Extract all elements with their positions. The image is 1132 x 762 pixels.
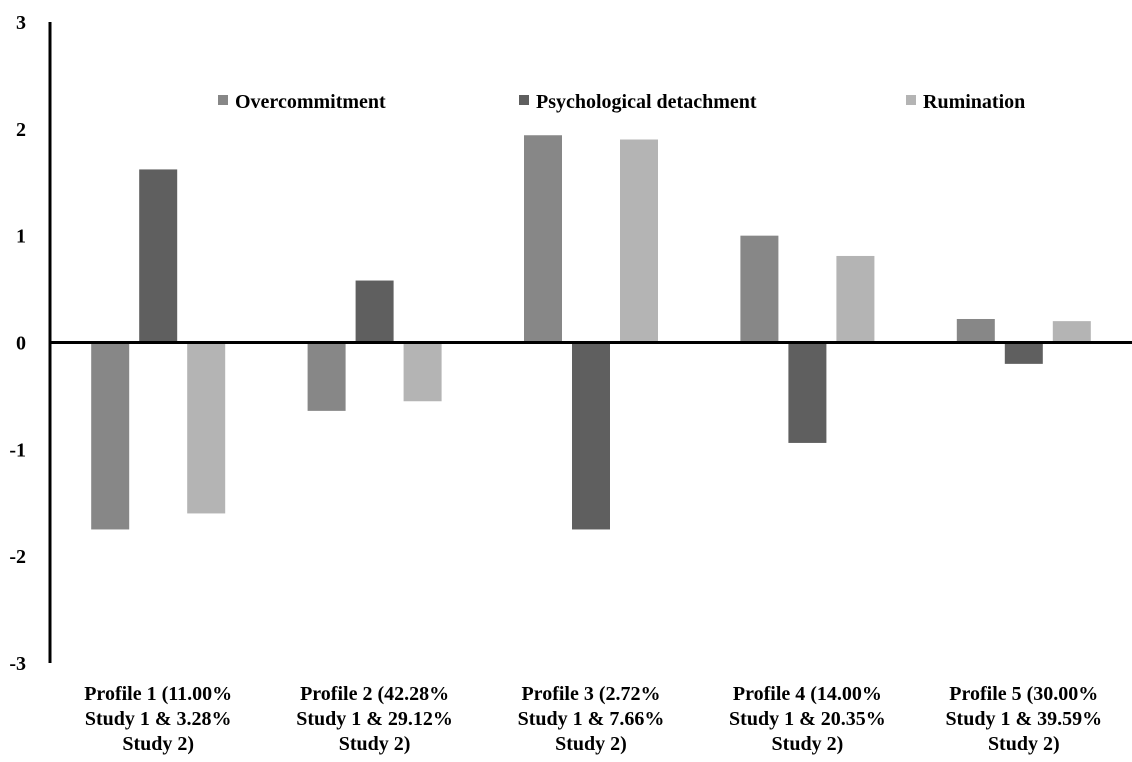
bars: [91, 135, 1091, 530]
y-tick-label: 0: [16, 333, 26, 355]
x-tick-label-line: Study 2): [339, 733, 411, 755]
x-tick-label-line: Profile 3 (2.72%: [521, 683, 660, 705]
x-tick-label-line: Profile 5 (30.00%: [949, 683, 1098, 705]
x-tick-label-line: Study 1 & 7.66%: [518, 708, 665, 730]
bar: [307, 342, 346, 411]
bar: [956, 318, 995, 343]
bar: [620, 139, 658, 343]
legend-item: Psychological detachment: [519, 91, 757, 113]
y-tick-label: 2: [16, 119, 26, 141]
x-tick-label-line: Study 1 & 20.35%: [729, 708, 886, 730]
legend-label: Overcommitment: [235, 91, 386, 113]
legend-item: Rumination: [906, 91, 1025, 113]
bar: [1004, 342, 1043, 364]
bar: [788, 342, 827, 443]
bar: [740, 235, 779, 343]
x-tick-label: Profile 5 (30.00% Study 1 & 39.59% Study 2…: [945, 683, 1102, 755]
y-tick-label: 1: [16, 226, 26, 248]
y-tick-label: 3: [16, 12, 26, 34]
bar: [355, 280, 394, 343]
bar: [91, 342, 130, 530]
legend-swatch: [519, 95, 529, 105]
x-axis-labels: Profile 1 (11.00% Study 1 & 3.28% Study 2)…: [84, 683, 1102, 755]
x-tick-label-line: Study 2): [772, 733, 844, 755]
bar: [139, 169, 178, 343]
legend-item: Overcommitment: [218, 91, 386, 113]
x-tick-label-line: Study 2): [122, 733, 194, 755]
legend: Overcommitment Psychological detachment Ru…: [218, 91, 1025, 113]
bar: [524, 135, 562, 343]
bar: [403, 342, 442, 402]
bar: [572, 342, 610, 530]
y-axis-ticks: 3 2 1 0 -1 -2 -3: [9, 12, 26, 675]
x-tick-label-line: Study 2): [988, 733, 1060, 755]
y-tick-label: -3: [9, 653, 26, 675]
x-tick-label-line: Profile 4 (14.00%: [733, 683, 882, 705]
bar: [187, 342, 226, 514]
x-tick-label: Profile 3 (2.72% Study 1 & 7.66% Study 2): [518, 683, 665, 755]
x-tick-label-line: Profile 2 (42.28%: [300, 683, 449, 705]
legend-swatch: [218, 95, 228, 105]
y-tick-label: -2: [9, 546, 26, 568]
bar: [836, 255, 875, 343]
x-tick-label-line: Study 1 & 29.12%: [296, 708, 453, 730]
x-tick-label: Profile 4 (14.00% Study 1 & 20.35% Study 2…: [729, 683, 886, 755]
x-tick-label-line: Study 2): [555, 733, 627, 755]
x-tick-label-line: Profile 1 (11.00%: [84, 683, 232, 705]
bar: [1052, 321, 1091, 343]
x-tick-label: Profile 1 (11.00% Study 1 & 3.28% Study 2): [84, 683, 232, 755]
x-tick-label-line: Study 1 & 39.59%: [945, 708, 1102, 730]
y-tick-label: -1: [9, 439, 26, 461]
legend-swatch: [906, 95, 916, 105]
x-tick-label: Profile 2 (42.28% Study 1 & 29.12% Study 2…: [296, 683, 453, 755]
legend-label: Rumination: [923, 91, 1025, 113]
legend-label: Psychological detachment: [536, 91, 757, 113]
x-tick-label-line: Study 1 & 3.28%: [85, 708, 232, 730]
